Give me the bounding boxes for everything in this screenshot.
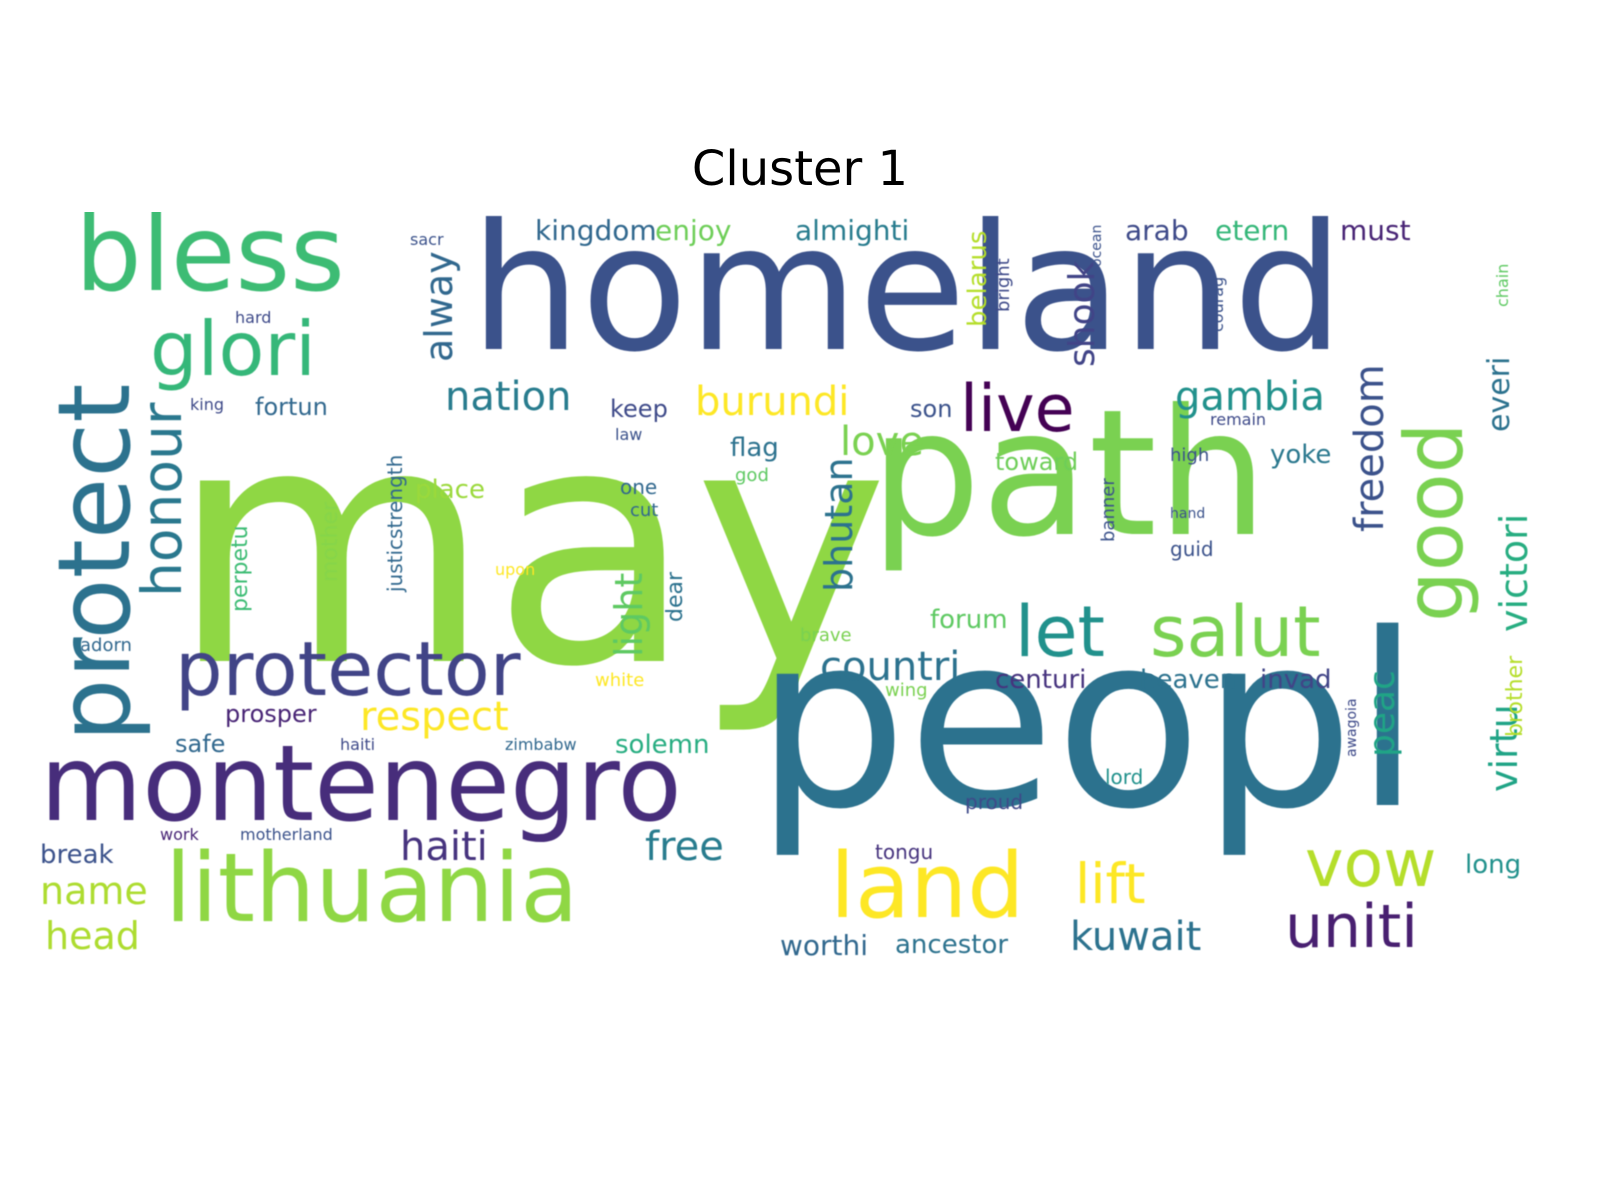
word-god: god [735,465,769,486]
word-hand: hand [1170,506,1206,522]
word-peopl: peopl [755,582,1421,862]
word-sacr: sacr [410,230,444,249]
word-tongu: tongu [875,840,934,864]
word-lithuania: lithuania [165,834,579,944]
word-haiti: haiti [340,735,376,754]
word-proud: proud [965,790,1024,814]
word-high: high [1170,445,1210,466]
word-adorn: adorn [80,635,132,656]
word-brother: brother [1503,655,1528,737]
word-mother: mother [318,501,343,582]
word-cut: cut [630,500,659,521]
word-respect: respect [360,694,509,740]
word-lord: lord [1105,765,1144,789]
word-head: head [45,914,140,958]
word-shook: shook [1062,260,1103,367]
word-upon: upon [495,560,536,579]
word-gambia: gambia [1175,374,1325,420]
word-justicstrength: justicstrength [383,454,407,592]
word-victori: victori [1492,513,1536,632]
word-path: path [870,373,1268,576]
word-cloud: may homeland peopl path bless protect monteneg… [40,212,1560,982]
word-prosper: prosper [225,700,317,728]
word-forum: forum [930,605,1008,635]
word-let: let [1015,591,1105,673]
word-vow: vow [1305,827,1437,902]
word-nation: nation [445,374,572,420]
word-son: son [910,395,953,423]
word-centuri: centuri [995,665,1087,695]
word-lift: lift [1075,852,1146,916]
word-montenegro: montenegro [40,723,682,845]
word-safe: safe [175,730,226,758]
word-keep: keep [610,395,668,423]
word-law: law [615,425,643,444]
word-almighti: almighti [795,214,910,247]
word-arab: arab [1125,214,1189,247]
word-countri: countri [820,644,961,690]
word-peac: peac [1362,670,1403,757]
word-may: may [170,355,889,739]
word-place: place [415,475,485,505]
word-name: name [40,869,148,913]
word-protector: protector [175,625,521,713]
word-courag: courag [1208,276,1227,332]
word-long: long [1465,850,1522,880]
word-honour: honour [130,402,194,598]
word-bright: bright [993,258,1014,312]
word-etern: etern [1215,214,1290,247]
word-worthi: worthi [780,929,869,962]
word-burundi: burundi [695,379,850,425]
word-zimbabw: zimbabw [505,735,577,754]
word-king: king [190,395,225,414]
word-white: white [595,670,645,691]
word-glori: glori [150,305,317,393]
word-flag: flag [730,433,779,463]
word-motherland: motherland [240,825,333,844]
word-work: work [160,825,199,844]
word-chain: chain [1493,263,1512,307]
word-freedom: freedom [1347,364,1393,532]
word-dear: dear [663,571,688,622]
word-alway: alway [417,251,461,362]
word-everi: everi [1482,356,1517,432]
word-brave: brave [800,625,852,646]
word-invad: invad [1260,665,1332,695]
word-one: one [620,475,658,499]
word-solemn: solemn [615,730,710,760]
word-toward: toward [995,448,1079,476]
word-remain: remain [1210,410,1267,429]
word-love: love [840,419,924,465]
word-awagoia: awagoia [1344,698,1360,757]
word-kuwait: kuwait [1070,914,1202,960]
word-bhutan: bhutan [817,457,861,592]
word-bless: bless [75,212,345,315]
word-wing: wing [885,680,928,701]
word-yoke: yoke [1270,440,1332,470]
word-heaven: heaven [1140,665,1237,695]
word-banner: banner [1098,478,1119,542]
word-break: break [40,840,114,870]
word-light: light [607,572,651,657]
word-hard: hard [235,308,272,327]
word-perpetu: perpetu [228,525,253,612]
word-ocean: ocean [1089,224,1105,267]
word-salut: salut [1150,591,1321,673]
word-homeland: homeland [470,212,1344,391]
word-good: good [1388,422,1481,622]
word-live: live [960,372,1075,447]
word-must: must [1340,214,1411,247]
word-guid: guid [1170,537,1214,561]
word-land: land [830,834,1025,939]
word-free: free [645,824,724,870]
word-belarus: belarus [963,230,993,327]
word-fortun: fortun [255,393,328,421]
plot-title: Cluster 1 [691,141,909,197]
word-enjoy: enjoy [655,214,732,247]
word-kingdom: kingdom [535,214,657,247]
word-ancestor: ancestor [895,930,1009,960]
word-haiti: haiti [400,824,488,870]
word-uniti: uniti [1285,892,1418,962]
